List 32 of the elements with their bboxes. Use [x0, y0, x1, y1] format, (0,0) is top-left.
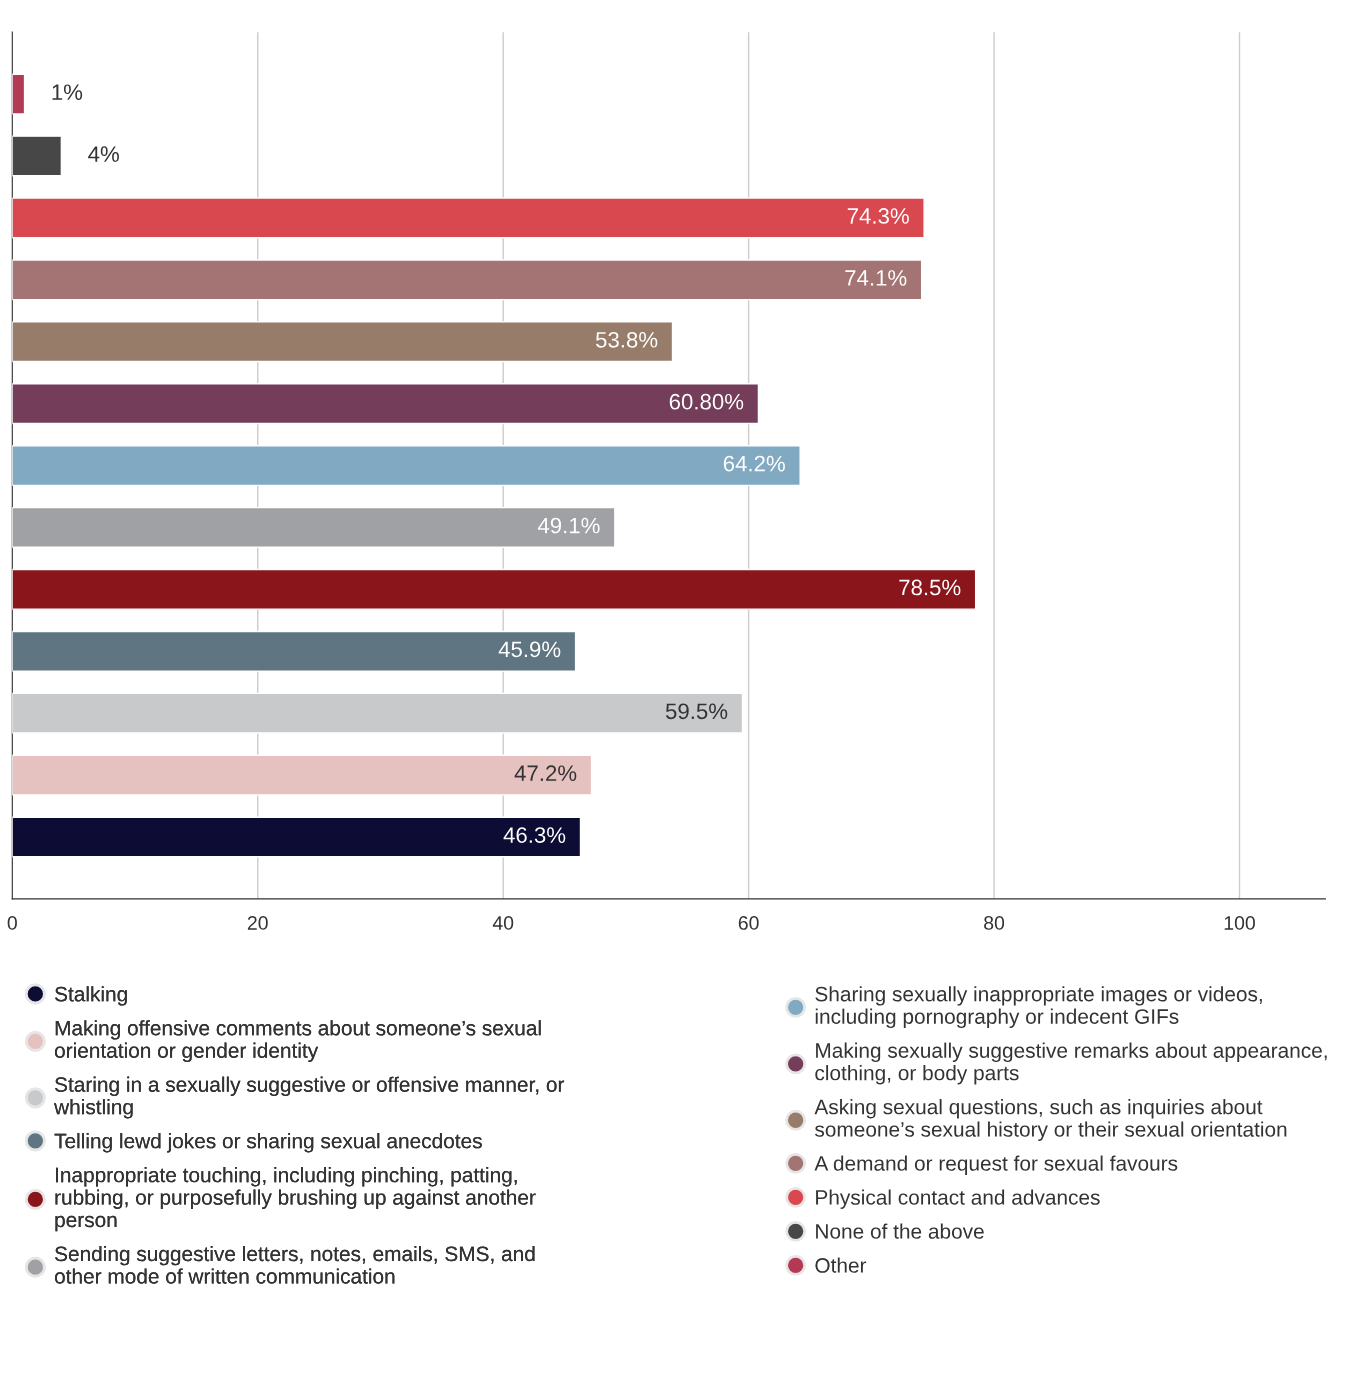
- x-tick-label: 20: [247, 916, 268, 930]
- data-label: 74.3%: [847, 208, 909, 224]
- data-label: 1%: [52, 84, 83, 100]
- x-tick-label: 60: [738, 916, 759, 930]
- data-label: 46.3%: [503, 827, 566, 843]
- legend-label: None of the above: [816, 1223, 984, 1239]
- legend-label: A demand or request for sexual favours: [814, 1155, 1178, 1175]
- legend-label: Inappropriate touching, including pinching, patting, rubbing, or purposefully brushing up against another person: [55, 1167, 536, 1232]
- legend-label: Telling lewd jokes or sharing sexual anecdotes: [54, 1133, 482, 1153]
- x-tick-label: 100: [1224, 916, 1255, 930]
- legend-label: Staring in a sexually suggestive or offensive manner, or whistling: [54, 1076, 565, 1119]
- data-label: 74.1%: [845, 270, 907, 286]
- data-label: 49.1%: [537, 517, 600, 534]
- data-label: 45.9%: [498, 641, 561, 658]
- data-label: 47.2%: [514, 765, 577, 781]
- data-label: 4%: [88, 146, 119, 162]
- data-label: 78.5%: [899, 579, 961, 596]
- x-tick-label: 0: [7, 916, 17, 930]
- x-tick-label: 80: [984, 916, 1005, 930]
- data-label: 53.8%: [595, 331, 658, 348]
- data-label: 64.2%: [723, 455, 785, 472]
- legend-label: Making sexually suggestive remarks about appearance, clothing, or body parts: [815, 1042, 1327, 1085]
- legend-label: Asking sexual questions, such as inquiries about someone’s sexual history or their sexual orientation: [814, 1099, 1287, 1141]
- legend-label: Sharing sexually inappropriate images or videos, including pornography or indecent GIFs: [815, 986, 1262, 1029]
- x-tick-label: 40: [492, 916, 514, 930]
- legend-label: Physical contact and advances: [816, 1189, 1100, 1209]
- data-label: 60.80%: [669, 393, 744, 410]
- legend-label: Other: [815, 1257, 867, 1273]
- data-label: 59.5%: [665, 703, 728, 720]
- legend-label: Stalking: [55, 986, 127, 1006]
- legend-label: Making offensive comments about someone’s sexual orientation or gender identity: [54, 1020, 541, 1063]
- legend-label: Sending suggestive letters, notes, emails, SMS, and other mode of written communication: [54, 1245, 535, 1284]
